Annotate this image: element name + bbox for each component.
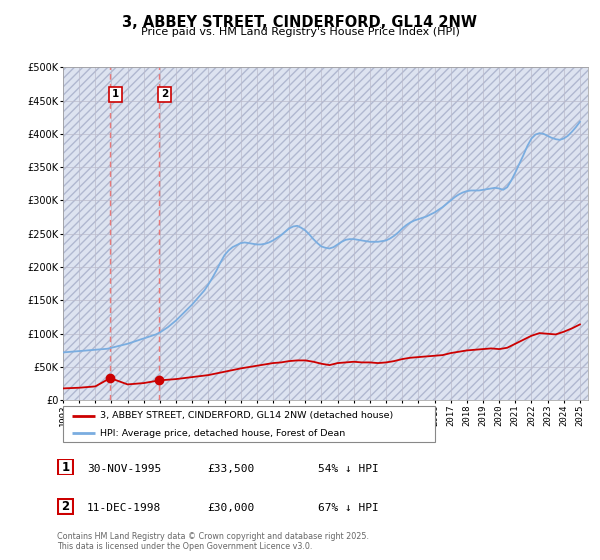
Text: Contains HM Land Registry data © Crown copyright and database right 2025.
This d: Contains HM Land Registry data © Crown c…: [57, 532, 369, 552]
FancyBboxPatch shape: [58, 459, 73, 475]
Text: 3, ABBEY STREET, CINDERFORD, GL14 2NW: 3, ABBEY STREET, CINDERFORD, GL14 2NW: [122, 15, 478, 30]
FancyBboxPatch shape: [63, 406, 435, 442]
Text: 54% ↓ HPI: 54% ↓ HPI: [318, 464, 379, 474]
Text: 2: 2: [61, 500, 70, 513]
Text: £30,000: £30,000: [207, 503, 254, 513]
Text: 2: 2: [161, 89, 168, 99]
Text: Price paid vs. HM Land Registry's House Price Index (HPI): Price paid vs. HM Land Registry's House …: [140, 27, 460, 37]
Text: HPI: Average price, detached house, Forest of Dean: HPI: Average price, detached house, Fore…: [100, 429, 346, 438]
Text: £33,500: £33,500: [207, 464, 254, 474]
Text: 3, ABBEY STREET, CINDERFORD, GL14 2NW (detached house): 3, ABBEY STREET, CINDERFORD, GL14 2NW (d…: [100, 412, 394, 421]
Text: 11-DEC-1998: 11-DEC-1998: [87, 503, 161, 513]
Text: 1: 1: [112, 89, 119, 99]
Text: 30-NOV-1995: 30-NOV-1995: [87, 464, 161, 474]
Text: 1: 1: [61, 460, 70, 474]
FancyBboxPatch shape: [58, 498, 73, 514]
Text: 67% ↓ HPI: 67% ↓ HPI: [318, 503, 379, 513]
